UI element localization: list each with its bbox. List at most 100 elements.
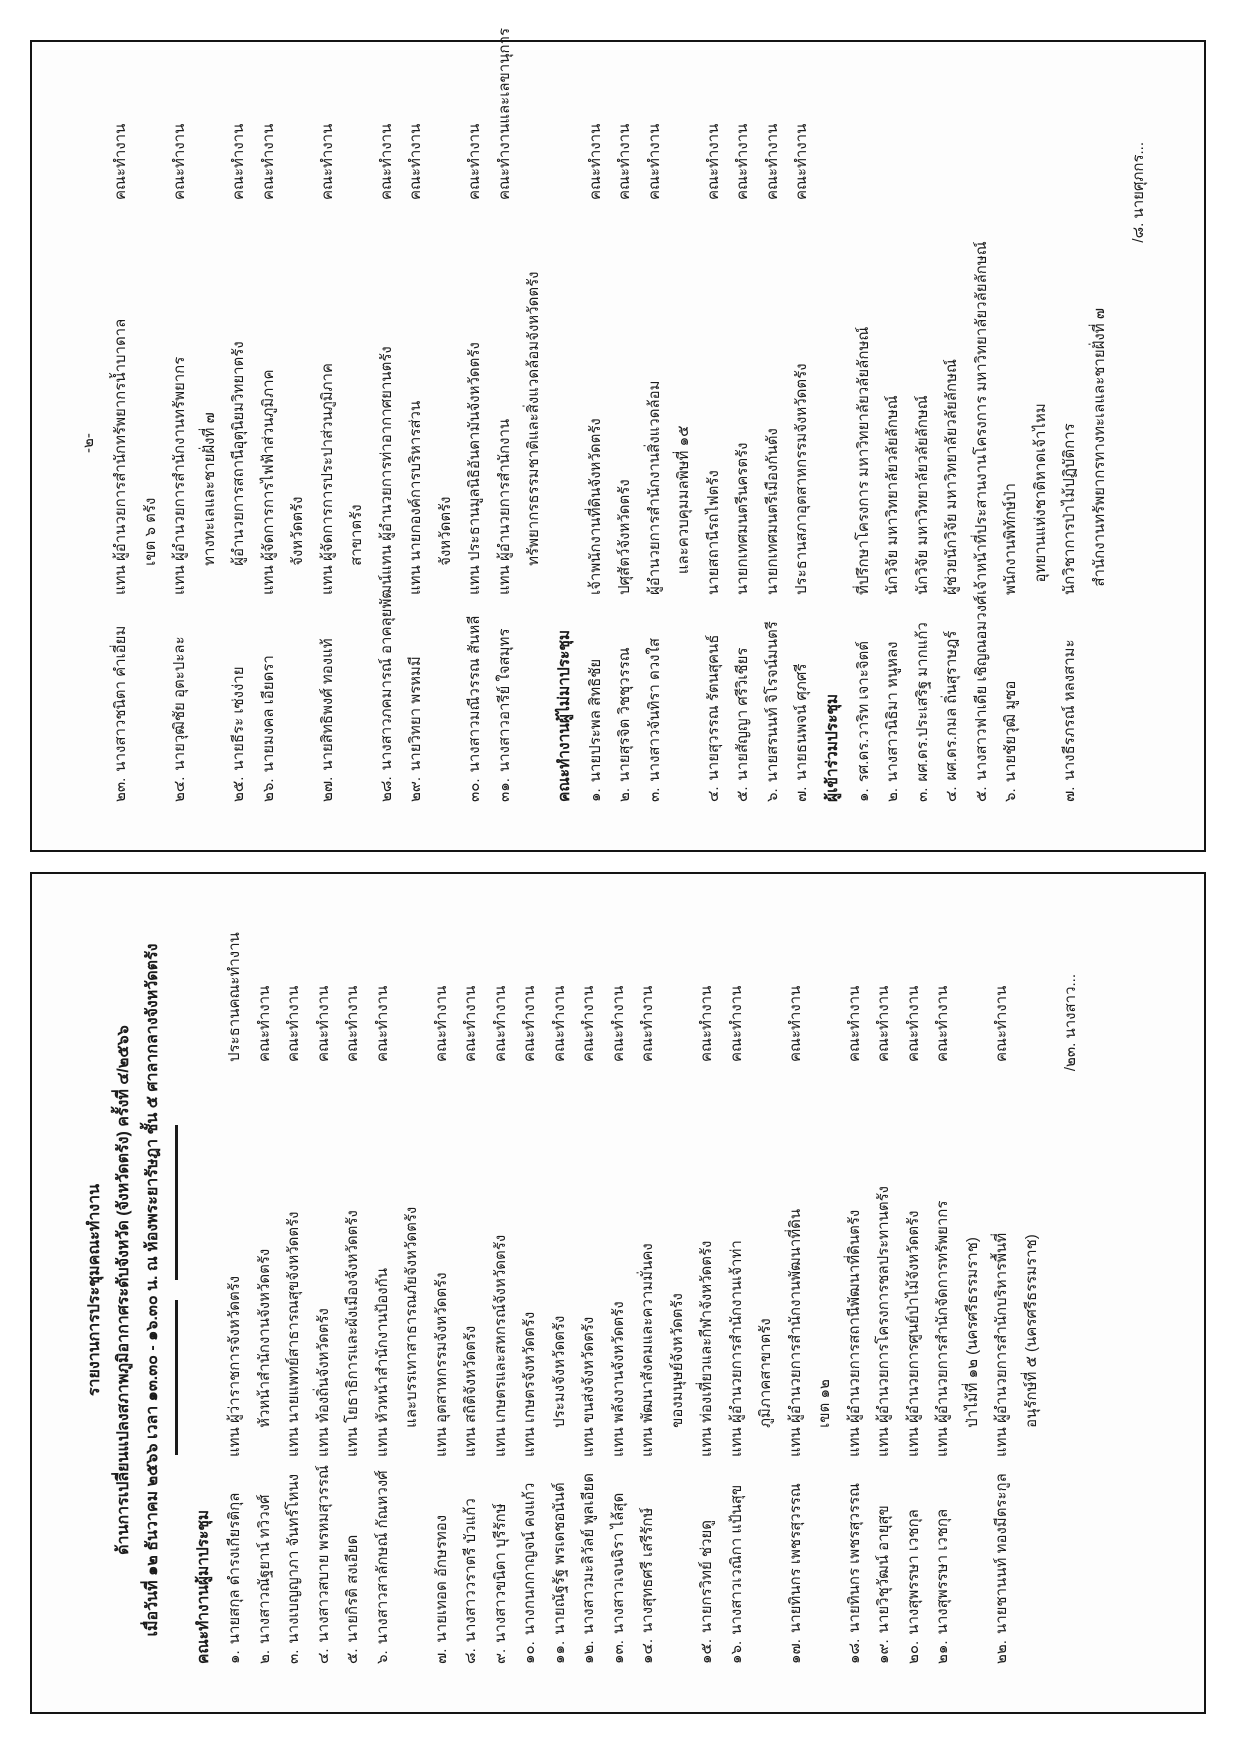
attendee-name: นายมงคล เอียดรา bbox=[259, 655, 277, 773]
attendee-row: ๓. นางเบญญาภา จันทร์โหนง แทน นายแพทย์สาธาร… bbox=[279, 916, 309, 1664]
attendee-row: ๑๐. นางกนกกาญจน์ คงแก้ว แทน เกษตรจังหวัดตร… bbox=[515, 916, 545, 1664]
attendee-number: ๒๘. bbox=[377, 776, 395, 802]
participant-name-cell: ๗. นางธีรภรณ์ หลงสามะ bbox=[1055, 595, 1085, 802]
attendee-number: ๒๔. bbox=[171, 776, 188, 802]
attendee-position: แทน หัวหน้าสำนักงานป้องกัน และบรรเทาสาธา… bbox=[373, 1206, 421, 1457]
attendee-name-cell: ๒๘. นางสาวภคมารณ์ อาคลุยพัฒน์ bbox=[372, 575, 402, 802]
absentee-row: ๕. นายสัญญา ศรีวิเชียร นายกเทศมนตรีนครตรัง… bbox=[728, 84, 758, 802]
attendee-name: นางสาวมณีวรรณ สันหลี bbox=[466, 615, 483, 773]
attendee-name: นายณัฐรัฐ พรเดชอนันต์ bbox=[550, 1482, 568, 1635]
participant-name: ผศ.ดร.กมล ถิ่นสุราษฎร์ bbox=[943, 630, 960, 781]
attendee-name: นายสกุล ดำรงเกียรติกุล bbox=[226, 1492, 243, 1645]
attendee-number: ๑. bbox=[226, 1650, 243, 1664]
participant-name: นายชัยวุฒิ มูซอ bbox=[1002, 680, 1019, 783]
attendee-row: ๓๐. นางสาวมณีวรรณ สันหลี แทน ประธานมูลนิธิ… bbox=[460, 84, 490, 802]
attendee-role: คณะทำงาน bbox=[230, 123, 247, 200]
attendee-name: นางสุพรรษา เวชกุล bbox=[934, 1508, 951, 1635]
attendee-row: ๒. นางสาวณัฐยาน์ ทวิวงศ์ หัวหน้าสำนักงานจ… bbox=[250, 916, 280, 1664]
attendee-name: นายชานนท์ ทองมีตระกูล bbox=[993, 1473, 1010, 1635]
attendee-number: ๓. bbox=[285, 1649, 302, 1664]
attendee-name-cell: ๒๗. นายสิทธิพงศ์ ทองแท้ bbox=[313, 595, 343, 802]
attendee-role: คณะทำงาน bbox=[407, 123, 424, 200]
attendee-position: แทน เกษตรจังหวัดตรัง bbox=[521, 1311, 538, 1457]
attendee-name-cell: ๑๓. นางสาวเจนจิรา ไล้สุด bbox=[604, 1457, 634, 1664]
attendee-row: ๙. นางสาวขนิตา บุรีรักษ์ แทน เกษตรและสหกรณ… bbox=[486, 916, 516, 1664]
attendee-position: แทน ผู้อำนวยการท่าอากาศยานตรัง bbox=[377, 346, 395, 575]
attendee-role: คณะทำงาน bbox=[845, 985, 863, 1062]
attendee-role: คณะทำงาน bbox=[698, 985, 715, 1062]
attendee-role: คณะทำงาน bbox=[934, 985, 951, 1062]
attendee-row: ๒๙. นายวิทยา พรหมมี แทน นายกองค์การบริหารส… bbox=[401, 84, 460, 802]
attendee-name-cell: ๑๙. นายวิชุวัฒน์ อายุสุข bbox=[869, 1457, 899, 1664]
attendee-position: แทน ผู้อำนวยการสำนักงาน ทรัพยากรธรรมชาติ… bbox=[495, 271, 543, 595]
attendee-number: ๒๙. bbox=[407, 776, 424, 802]
attendee-name-cell: ๒๕. นายธีระ เซ่งง่าย bbox=[224, 595, 254, 803]
absentee-name: นายสัญญา ศรีวิเชียร bbox=[734, 647, 751, 781]
absentee-name: นางสาวจันทิรา ดวงใส bbox=[645, 638, 663, 782]
participant-row: ๓. ผศ.ดร.ประเสริฐ มากแก้ว นักวิจัย มหาวิทย… bbox=[908, 84, 938, 802]
continuation-note-page1: /๒๓. นางสาว... bbox=[1062, 974, 1079, 1072]
attendee-role: คณะทำงาน bbox=[314, 985, 332, 1062]
attendee-position: แทน ขนส่งจังหวัดตรัง bbox=[580, 1316, 597, 1457]
participant-number: ๕. bbox=[972, 786, 990, 802]
participant-row: ๕. นางสาวฟาเดีย เชิญณอมวงศ์เจ้าหน้าที่ประ… bbox=[967, 84, 997, 802]
attendee-name: นายทินกร เพชรสุวรรณ bbox=[845, 1482, 863, 1633]
attendee-name: นางสาวมะลิวัลย์ พูลเอียด bbox=[580, 1472, 597, 1635]
attendee-row: ๒๕. นายธีระ เซ่งง่าย ผู้อำนวยการสถานีอุตุ… bbox=[224, 84, 254, 802]
absentee-position: ปศุสัตว์จังหวัดตรัง bbox=[616, 479, 633, 595]
attendee-role: คณะทำงาน bbox=[318, 123, 336, 200]
attendee-name-cell: ๓. นางเบญญาภา จันทร์โหนง bbox=[279, 1457, 309, 1664]
absentee-position: ประธานสภาอุตสาหกรรมจังหวัดตรัง bbox=[793, 363, 810, 595]
attendee-name-cell: ๑๑. นายณัฐรัฐ พรเดชอนันต์ bbox=[545, 1457, 575, 1664]
attendee-name-cell: ๑๕. นายกรวิทย์ ช่วยดู bbox=[692, 1457, 722, 1664]
absentee-position: นายสถานีรถไฟตรัง bbox=[704, 470, 722, 595]
attendee-position: ประมงจังหวัดตรัง bbox=[550, 1315, 568, 1457]
absentee-name: นายธนพจน์ ศุภศรี bbox=[793, 663, 810, 781]
attendee-role: คณะทำงาน bbox=[639, 985, 656, 1062]
absentee-name-cell: ๒. นายสุรจิต วิชชุวรรณ bbox=[610, 595, 640, 802]
attendee-role: คณะทำงาน bbox=[904, 985, 922, 1062]
attendee-row: ๑๙. นายวิชุวัฒน์ อายุสุข แทน ผู้อำนวยการโค… bbox=[869, 916, 899, 1664]
attendee-name: นายทินกร เพชรสุวรรณ bbox=[786, 1483, 804, 1634]
attendee-position: แทน เกษตรและสหกรณ์จังหวัดตรัง bbox=[491, 1234, 509, 1457]
attendee-position: แทน ผู้ว่าราชการจังหวัดตรัง bbox=[226, 1275, 243, 1457]
participant-row: ๗. นางธีรภรณ์ หลงสามะ นักวิชาการป่าไม้ปฏิบ… bbox=[1055, 84, 1114, 802]
attendee-name: นายวุฒิชัย อุตะปะละ bbox=[171, 636, 188, 771]
absentee-position: ผู้อำนวยการสำนักงานสิ่งแวดล้อม และควบคุม… bbox=[645, 380, 693, 595]
attendee-role: ประธานคณะทำงาน bbox=[226, 932, 243, 1062]
attendee-name: นางสาวภคมารณ์ อาคลุยพัฒน์ bbox=[377, 574, 395, 771]
attendee-row: ๒๓. นางสาวชนิตา คำเอี่ยม แทน ผู้อำนวยการสำ… bbox=[106, 84, 165, 802]
attendee-position: แทน ผู้จัดการการประปาส่วนภูมิภาค สาขาตรั… bbox=[318, 363, 366, 595]
attendee-name-cell: ๙. นางสาวขนิตา บุรีรักษ์ bbox=[486, 1457, 516, 1664]
participant-row: ๑. รศ.ดร.วาริท เจาะจิตต์ ที่ปรึกษาโครงการ … bbox=[849, 84, 879, 802]
attendee-role: คณะทำงานและเลขานุการ bbox=[495, 27, 513, 200]
attendee-position: แทน โยธาธิการและผังเมืองจังหวัดตรัง bbox=[344, 1210, 361, 1457]
participant-row: ๔. ผศ.ดร.กมล ถิ่นสุราษฎร์ ผู้ช่วยนักวิจัย … bbox=[937, 84, 967, 802]
attendee-position: แทน ผู้อำนวยการสำนักงานพัฒนาที่ดิน เขต ๑… bbox=[786, 1208, 834, 1457]
absentee-name-cell: ๓. นางสาวจันทิรา ดวงใส bbox=[640, 595, 670, 802]
absentee-position: นายกเทศมนตรีนครตรัง bbox=[734, 442, 751, 596]
attendee-name-cell: ๑๘. นายทินกร เพชรสุวรรณ bbox=[840, 1457, 870, 1664]
attendee-number: ๙. bbox=[491, 1648, 509, 1664]
attendees-continued-list: ๒๓. นางสาวชนิตา คำเอี่ยม แทน ผู้อำนวยการสำ… bbox=[106, 28, 549, 802]
attendees-list: ๑. นายสกุล ดำรงเกียรติกุล แทน ผู้ว่าราชการ… bbox=[220, 916, 1046, 1664]
attendee-number: ๑๑. bbox=[550, 1640, 568, 1664]
attendee-role: คณะทำงาน bbox=[112, 123, 129, 200]
attendee-position: แทน ท้องถิ่นจังหวัดตรัง bbox=[314, 1308, 332, 1457]
attendee-name-cell: ๑๔. นางสุทธศรี เสรีรักษ์ bbox=[633, 1457, 663, 1664]
attendee-row: ๒๐. นางสุพรรษา เวชกุล แทน ผู้อำนวยการศูนย์… bbox=[899, 916, 929, 1664]
participant-number: ๔. bbox=[943, 786, 960, 802]
participant-number: ๗. bbox=[1061, 786, 1078, 802]
attendee-number: ๒๐. bbox=[904, 1640, 922, 1664]
attendee-row: ๔. นางสาวสบาย พรหมสุวรรณ์ แทน ท้องถิ่นจังห… bbox=[309, 916, 339, 1664]
absentee-role: คณะทำงาน bbox=[586, 123, 604, 200]
attendee-name-cell: ๒๔. นายวุฒิชัย อุตะปะละ bbox=[165, 595, 195, 802]
attendee-role: คณะทำงาน bbox=[580, 985, 597, 1062]
attendee-role: คณะทำงาน bbox=[491, 985, 509, 1062]
scanned-page-2: -๒- ๒๓. นางสาวชนิตา คำเอี่ยม แทน ผู้อำนวยก… bbox=[32, 28, 1202, 848]
participant-name-cell: ๕. นางสาวฟาเดีย เชิญณอมวงศ์ bbox=[967, 595, 997, 802]
attendee-position: แทน ผู้อำนวยการสำนักบริหารพื้นที่ อนุรัก… bbox=[993, 1232, 1040, 1457]
attendee-position: แทน ประธานมูลนิธิอันดามันจังหวัดตรัง bbox=[466, 342, 483, 595]
absentee-name: นายสุรจิต วิชชุวรรณ bbox=[616, 647, 633, 782]
